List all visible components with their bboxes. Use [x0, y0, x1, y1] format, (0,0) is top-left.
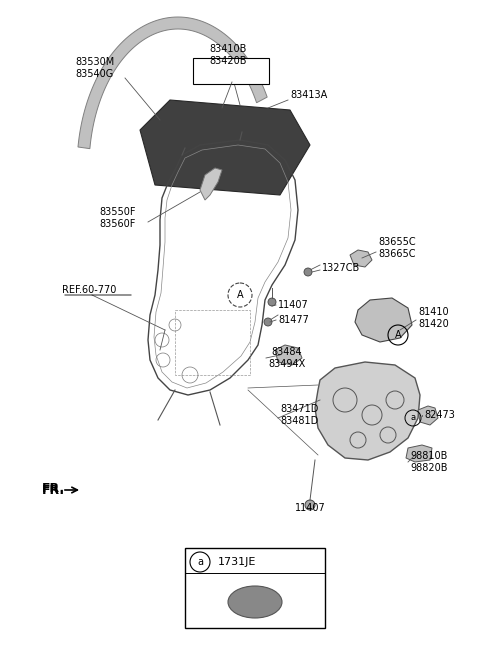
- Text: A: A: [237, 290, 243, 300]
- Circle shape: [268, 298, 276, 306]
- Polygon shape: [418, 406, 438, 425]
- Text: FR.: FR.: [42, 482, 65, 495]
- Text: 83550F
83560F: 83550F 83560F: [100, 207, 136, 229]
- Text: 83413A: 83413A: [290, 90, 327, 100]
- Polygon shape: [140, 100, 310, 195]
- Text: a: a: [197, 557, 203, 567]
- Circle shape: [305, 500, 315, 510]
- Text: 83410B
83420B: 83410B 83420B: [209, 44, 247, 66]
- Ellipse shape: [228, 586, 282, 618]
- Bar: [185, 548, 325, 628]
- Circle shape: [304, 268, 312, 276]
- Text: 11407: 11407: [295, 503, 325, 513]
- Text: FR.: FR.: [42, 484, 65, 497]
- Text: 83484
83494X: 83484 83494X: [268, 347, 305, 369]
- Text: 11407: 11407: [278, 300, 309, 310]
- Polygon shape: [355, 298, 412, 342]
- Polygon shape: [406, 445, 432, 462]
- Text: 81477: 81477: [278, 315, 309, 325]
- Text: 83530M
83540G: 83530M 83540G: [75, 57, 115, 79]
- Polygon shape: [315, 362, 420, 460]
- Text: A: A: [395, 330, 401, 340]
- Text: 98810B
98820B: 98810B 98820B: [410, 451, 447, 473]
- Text: REF.60-770: REF.60-770: [62, 285, 116, 295]
- Text: 82473: 82473: [424, 410, 455, 420]
- Text: 1731JE: 1731JE: [218, 557, 256, 567]
- Polygon shape: [200, 168, 222, 200]
- Text: 83655C
83665C: 83655C 83665C: [378, 237, 416, 259]
- Text: 83471D
83481D: 83471D 83481D: [280, 404, 318, 426]
- Text: 1327CB: 1327CB: [322, 263, 360, 273]
- FancyBboxPatch shape: [193, 58, 269, 84]
- Text: 81410
81420: 81410 81420: [418, 307, 449, 328]
- Polygon shape: [350, 250, 372, 267]
- Text: a: a: [410, 413, 416, 422]
- Polygon shape: [78, 17, 267, 148]
- Circle shape: [264, 318, 272, 326]
- Polygon shape: [275, 345, 302, 365]
